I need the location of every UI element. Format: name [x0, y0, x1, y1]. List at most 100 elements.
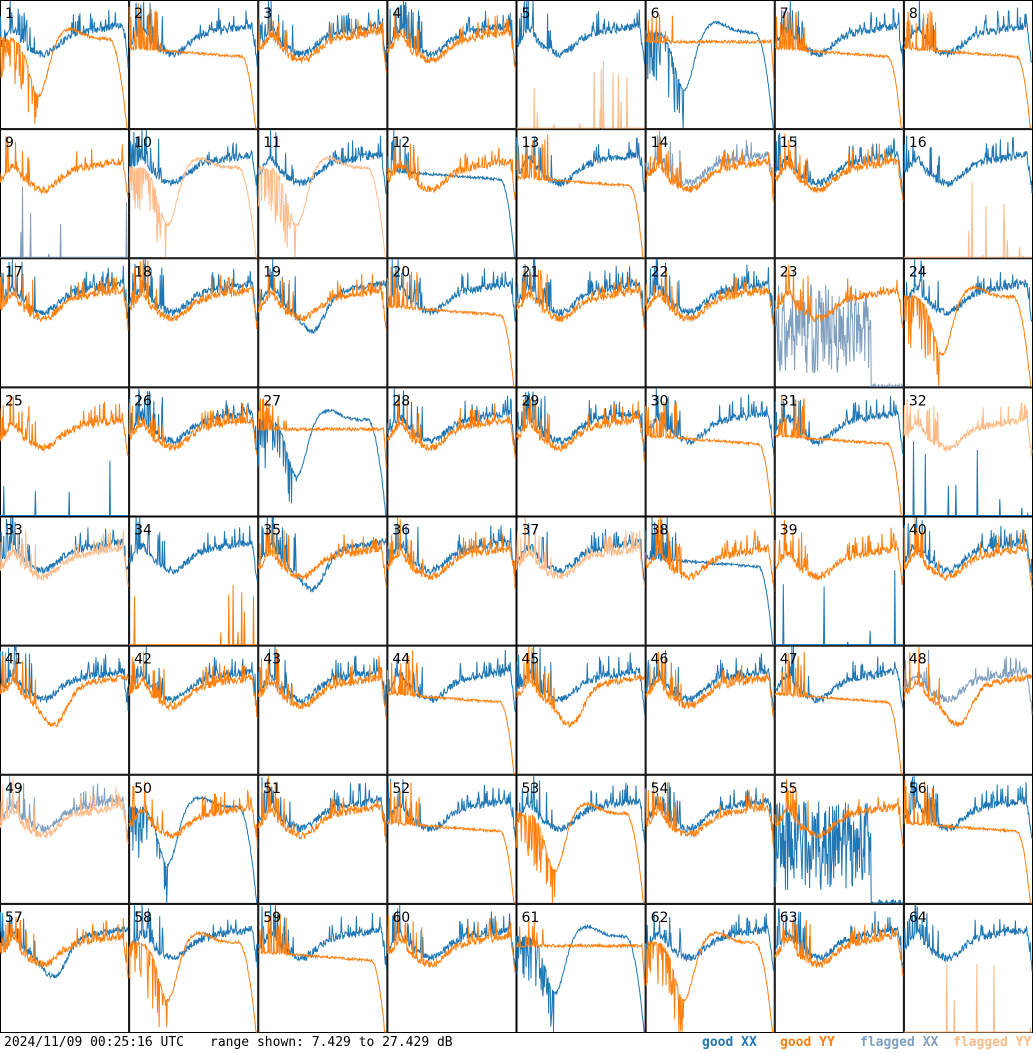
panel-29: 29	[516, 387, 646, 517]
panel-52: 52	[386, 774, 517, 904]
panel-label: 18	[134, 264, 152, 280]
trace-yy	[258, 913, 387, 1033]
trace-xx	[128, 130, 258, 198]
panel-label: 14	[651, 135, 669, 151]
trace-yy	[257, 155, 387, 258]
panel-label: 59	[263, 910, 281, 926]
panel-label: 8	[909, 6, 918, 22]
trace-yy	[645, 930, 774, 1033]
panel-label: 19	[263, 264, 281, 280]
trace-yy	[128, 930, 258, 1033]
trace-yy	[129, 584, 258, 646]
panel-4: 4	[386, 0, 517, 130]
trace-yy	[516, 800, 645, 904]
panel-16: 16	[903, 129, 1033, 259]
panel-22: 22	[645, 258, 775, 388]
trace-yy	[645, 781, 775, 850]
panel-frame	[516, 0, 646, 130]
trace-yy	[128, 156, 258, 258]
panel-frame	[129, 774, 259, 904]
panel-label: 41	[5, 652, 23, 668]
trace-xx	[903, 135, 1033, 194]
panel-label: 5	[522, 6, 531, 22]
panel-32: 32	[903, 387, 1033, 517]
trace-yy	[774, 11, 903, 129]
panel-label: 30	[651, 393, 669, 409]
trace-yy	[0, 394, 129, 457]
trace-yy	[903, 181, 1032, 258]
trace-xx	[0, 0, 129, 69]
trace-yy	[386, 12, 516, 70]
panel-label: 64	[909, 910, 927, 926]
trace-yy	[257, 274, 387, 330]
trace-yy	[0, 263, 129, 331]
trace-xx	[128, 904, 258, 969]
trace-yy	[774, 779, 904, 847]
trace-yy	[903, 779, 1032, 904]
panel-frame	[645, 645, 775, 775]
panel-label: 7	[780, 6, 789, 22]
panel-label: 4	[392, 6, 401, 22]
trace-xx	[257, 646, 387, 707]
trace-xx	[903, 259, 1033, 322]
panel-46: 46	[645, 645, 775, 775]
panel-label: 13	[522, 135, 540, 151]
trace-yy	[645, 131, 775, 202]
trace-yy	[257, 398, 387, 469]
panel-frame	[516, 645, 646, 775]
legend-good-xx: good XX	[702, 1035, 757, 1050]
trace-yy	[386, 265, 516, 387]
trace-yy	[516, 517, 646, 587]
trace-yy	[386, 138, 516, 200]
panel-label: 44	[392, 652, 410, 668]
panel-label: 45	[522, 652, 540, 668]
panel-47: 47	[774, 645, 904, 775]
panel-1: 1	[0, 0, 130, 130]
panel-label: 51	[263, 781, 281, 797]
trace-yy	[516, 269, 646, 331]
trace-yy	[0, 916, 129, 978]
trace-yy	[0, 136, 129, 198]
panel-15: 15	[774, 129, 904, 259]
panel-label: 12	[392, 135, 410, 151]
timestamp: 2024/11/09 00:25:16 UTC	[4, 1035, 185, 1050]
panel-frame	[774, 516, 904, 646]
panel-2: 2	[128, 0, 259, 130]
panel-label: 31	[780, 393, 798, 409]
panel-label: 34	[134, 523, 152, 539]
panel-frame	[774, 387, 904, 517]
trace-yy	[903, 646, 1033, 727]
trace-xx	[386, 259, 516, 322]
panel-label: 56	[909, 781, 927, 797]
panel-54: 54	[645, 774, 775, 904]
trace-yy	[516, 646, 646, 728]
trace-xx	[257, 130, 387, 195]
panel-frame	[645, 0, 775, 130]
trace-yy	[257, 775, 387, 844]
panel-label: 54	[651, 781, 669, 797]
panel-label: 38	[651, 523, 669, 539]
panel-56: 56	[903, 774, 1033, 904]
trace-yy	[774, 265, 904, 329]
trace-yy	[257, 649, 387, 719]
panel-14: 14	[645, 129, 775, 259]
panel-frame	[774, 645, 904, 775]
panel-12: 12	[386, 129, 517, 259]
trace-xx	[0, 186, 129, 258]
panel-frame	[387, 258, 517, 388]
panel-label: 49	[5, 781, 23, 797]
panel-43: 43	[257, 645, 388, 775]
panel-label: 32	[909, 393, 927, 409]
panel-25: 25	[0, 387, 130, 517]
panel-61: 61	[516, 903, 646, 1033]
trace-xx	[645, 20, 774, 129]
trace-yy	[903, 517, 1033, 588]
trace-xx	[774, 284, 904, 388]
panel-frame	[903, 258, 1033, 388]
trace-xx	[774, 0, 904, 69]
panel-label: 26	[134, 393, 152, 409]
trace-xx	[516, 136, 646, 192]
panel-frame	[774, 129, 904, 259]
trace-yy	[387, 912, 516, 974]
